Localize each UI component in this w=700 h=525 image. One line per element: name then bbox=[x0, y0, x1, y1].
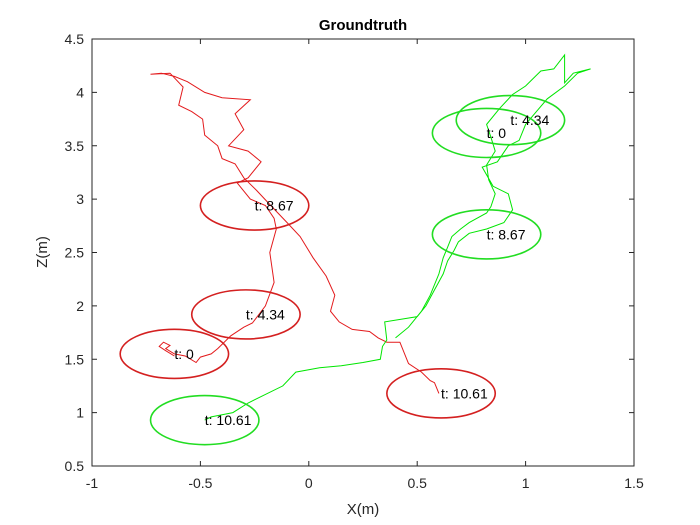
time-annotation-4: t: 10.61 bbox=[441, 385, 488, 401]
time-annotation-2: t: 4.34 bbox=[246, 306, 285, 322]
y-tick-label: 1 bbox=[76, 405, 84, 421]
y-tick-label: 3.5 bbox=[65, 138, 85, 154]
uncertainty-ellipse-5 bbox=[431, 107, 542, 159]
uncertainty-ellipse-4 bbox=[386, 368, 497, 419]
x-axis-label: X(m) bbox=[347, 501, 380, 518]
uncertainty-ellipse-8 bbox=[149, 394, 260, 446]
y-tick-label: 4 bbox=[76, 84, 84, 100]
uncertainty-ellipse-1 bbox=[119, 328, 230, 380]
time-annotation-1: t: 0 bbox=[174, 346, 194, 362]
x-tick-label: 1.5 bbox=[624, 475, 644, 491]
y-tick-label: 2.5 bbox=[65, 245, 85, 261]
x-tick-label: 0 bbox=[305, 475, 313, 491]
time-annotation-5: t: 0 bbox=[487, 125, 507, 141]
axes: -1 -0.5 0 0.5 1 1.5 0.5 1 1.5 2 2.5 3 3.5 4 4.5 bbox=[65, 31, 644, 491]
y-tick-label: 1.5 bbox=[65, 351, 85, 367]
x-tick-label: -1 bbox=[86, 475, 99, 491]
uncertainty-ellipse-3 bbox=[199, 180, 310, 231]
y-tick-label: 2 bbox=[76, 298, 84, 314]
x-tick-label: 0.5 bbox=[407, 475, 427, 491]
x-tick-label: 1 bbox=[522, 475, 530, 491]
plot-area bbox=[92, 39, 634, 466]
y-tick-label: 3 bbox=[76, 191, 84, 207]
time-annotation-3: t: 8.67 bbox=[255, 198, 294, 214]
chart-title: Groundtruth bbox=[319, 17, 407, 34]
y-tick-label: 0.5 bbox=[65, 458, 85, 474]
trajectory-line-1 bbox=[150, 72, 440, 394]
uncertainty-ellipse-6 bbox=[455, 94, 566, 146]
y-tick-label: 4.5 bbox=[65, 31, 85, 47]
uncertainty-ellipse-7 bbox=[431, 208, 542, 260]
uncertainty-ellipse-2 bbox=[190, 289, 301, 340]
time-annotation-8: t: 10.61 bbox=[205, 412, 252, 428]
y-axis-label: Z(m) bbox=[34, 236, 51, 268]
time-annotation-6: t: 4.34 bbox=[510, 112, 549, 128]
data-marks: t: 0t: 4.34t: 8.67t: 10.61t: 0t: 4.34t: … bbox=[119, 53, 591, 446]
time-annotation-7: t: 8.67 bbox=[487, 226, 526, 242]
x-tick-label: -0.5 bbox=[188, 475, 212, 491]
